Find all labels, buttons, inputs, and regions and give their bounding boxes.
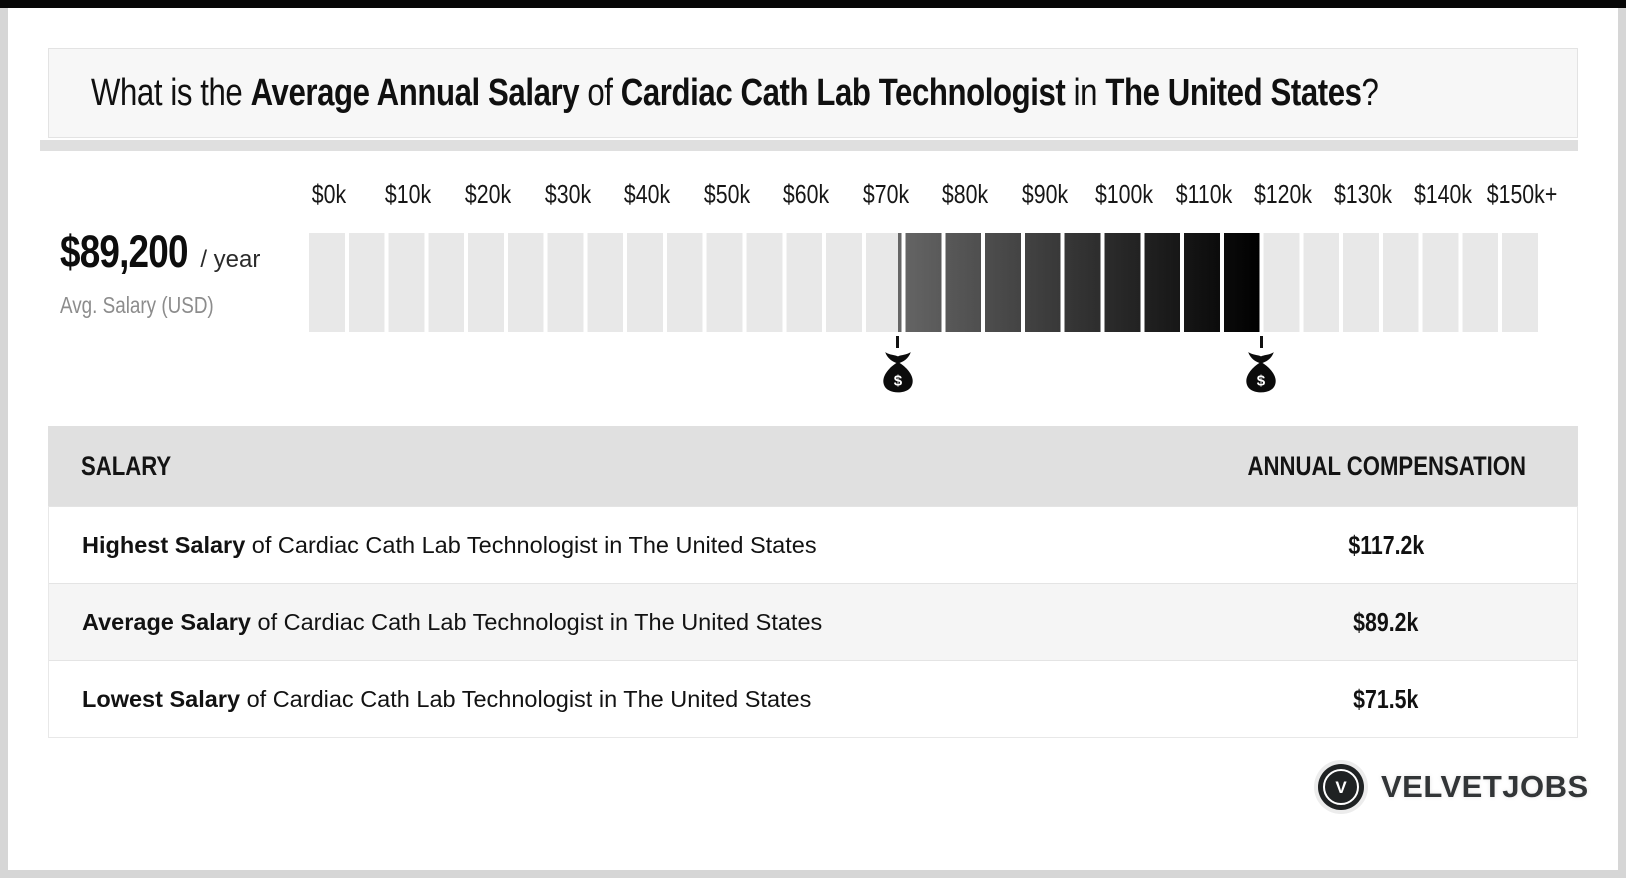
- markers-layer: $ $: [309, 336, 1542, 398]
- row-label-rest: of Cardiac Cath Lab Technologist in The …: [250, 608, 823, 635]
- content-card: What is the Average Annual Salary of Car…: [8, 8, 1618, 870]
- title-text-bold: Average Annual Salary: [250, 71, 580, 114]
- table-header: SALARY ANNUAL COMPENSATION: [48, 426, 1578, 506]
- row-label-rest: of Cardiac Cath Lab Technologist in The …: [240, 685, 812, 712]
- marker-highest: $: [1243, 336, 1279, 398]
- row-value: $89.2k: [1195, 607, 1577, 638]
- title-box: What is the Average Annual Salary of Car…: [48, 48, 1578, 138]
- salary-bar: [309, 233, 1542, 332]
- axis-tick-label: $90k: [1021, 179, 1068, 209]
- axis-tick-label: $100k: [1095, 179, 1154, 209]
- row-value: $71.5k: [1195, 684, 1577, 715]
- salary-summary: $89,200 / year Avg. Salary (USD): [60, 226, 260, 319]
- header-salary-text: SALARY: [81, 450, 172, 481]
- header-salary: SALARY: [48, 451, 1196, 482]
- axis-tick-label: $30k: [544, 179, 591, 209]
- axis-tick-label: $150k+: [1486, 179, 1558, 209]
- average-salary-caption-text: Avg. Salary (USD): [60, 292, 214, 318]
- page-title: What is the Average Annual Salary of Car…: [91, 71, 1379, 115]
- title-text: of: [579, 71, 621, 114]
- average-salary-period: / year: [193, 246, 261, 273]
- brand-logo[interactable]: V VELVETJOBS: [1314, 760, 1589, 814]
- row-label: Highest Salary of Cardiac Cath Lab Techn…: [49, 532, 1195, 559]
- title-text: What is the: [91, 71, 251, 114]
- axis-tick-label: $120k: [1254, 179, 1313, 209]
- axis-tick-label: $50k: [703, 179, 750, 209]
- average-salary-caption: Avg. Salary (USD): [60, 292, 260, 319]
- axis-tick-label: $20k: [464, 179, 512, 209]
- bar-segment-gaps: [309, 233, 1542, 332]
- row-value-text: $71.5k: [1353, 683, 1419, 714]
- marker-lowest: $: [880, 336, 916, 398]
- v-letter-icon: V: [1335, 777, 1347, 797]
- money-bag-icon: $: [1246, 352, 1276, 393]
- table-row-average: Average Salary of Cardiac Cath Lab Techn…: [49, 583, 1577, 660]
- axis-tick-label: $140k: [1413, 179, 1472, 209]
- axis-tick-label: $80k: [942, 179, 989, 209]
- row-value-text: $117.2k: [1348, 529, 1424, 560]
- top-black-bar: [0, 0, 1626, 8]
- axis-tick-label: $60k: [783, 179, 830, 209]
- axis-tick-label: $130k: [1333, 179, 1393, 209]
- row-label-bold: Average Salary: [82, 608, 251, 635]
- axis-tick-label: $10k: [385, 179, 432, 209]
- row-label: Lowest Salary of Cardiac Cath Lab Techno…: [49, 686, 1195, 713]
- brand-badge-ring: V: [1323, 769, 1359, 805]
- table-row-highest: Highest Salary of Cardiac Cath Lab Techn…: [49, 506, 1577, 583]
- row-value-text: $89.2k: [1353, 606, 1419, 637]
- title-shadow-strip: [40, 140, 1578, 151]
- marker-dash: [1259, 336, 1263, 348]
- header-annual-compensation-text: ANNUAL COMPENSATION: [1247, 450, 1527, 481]
- row-value: $117.2k: [1195, 530, 1577, 561]
- title-text: ?: [1361, 71, 1379, 114]
- marker-dash: [896, 336, 900, 348]
- title-text-bold: The United States: [1105, 71, 1362, 114]
- header-annual-compensation: ANNUAL COMPENSATION: [1196, 451, 1578, 482]
- axis-tick-label: $40k: [623, 179, 671, 209]
- axis-tick-label: $0k: [311, 179, 347, 209]
- money-bag-dollar: $: [893, 373, 902, 390]
- money-bag-icon: $: [882, 352, 913, 393]
- title-text: in: [1065, 71, 1106, 114]
- row-label-bold: Lowest Salary: [82, 685, 241, 712]
- average-salary-amount: $89,200: [60, 226, 188, 277]
- average-salary-line: $89,200 / year: [60, 226, 260, 278]
- axis-tick-label: $110k: [1175, 179, 1233, 209]
- brand-name: VELVETJOBS: [1381, 769, 1589, 804]
- axis-tick-label: $70k: [862, 179, 909, 209]
- title-text-bold: Cardiac Cath Lab Technologist: [620, 71, 1066, 114]
- row-label-bold: Highest Salary: [82, 531, 246, 558]
- row-label-rest: of Cardiac Cath Lab Technologist in The …: [245, 531, 817, 558]
- salary-table: SALARY ANNUAL COMPENSATION Highest Salar…: [48, 426, 1578, 738]
- axis-labels: $0k $10k $20k $30k $40k $50k $60k $70k $80k $90k $…: [309, 172, 1558, 210]
- brand-badge-circle: V: [1318, 764, 1364, 810]
- money-bag-dollar: $: [1257, 373, 1266, 390]
- row-label: Average Salary of Cardiac Cath Lab Techn…: [49, 609, 1195, 636]
- brand-badge: V: [1314, 760, 1368, 814]
- table-row-lowest: Lowest Salary of Cardiac Cath Lab Techno…: [49, 660, 1577, 737]
